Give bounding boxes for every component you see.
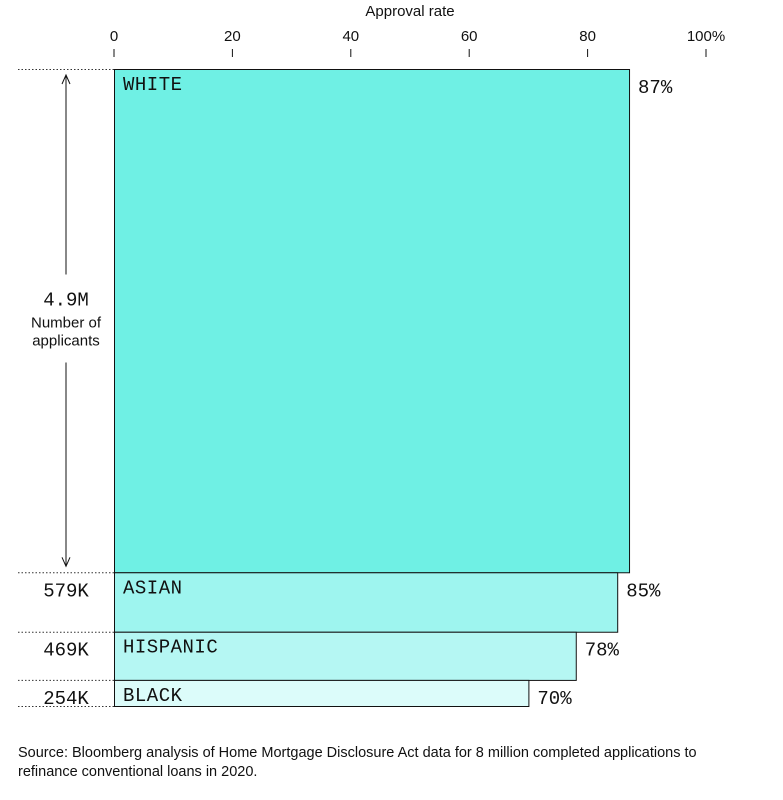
- applicant-count-label: 4.9M: [43, 290, 89, 312]
- value-label: 78%: [585, 640, 620, 662]
- bar-label: BLACK: [123, 685, 183, 707]
- bar-label: ASIAN: [123, 577, 183, 599]
- arrow-head-down: [61, 557, 71, 568]
- x-tick-label: 20: [224, 28, 241, 45]
- applicant-caption: applicants: [32, 333, 100, 350]
- bar-label: WHITE: [123, 74, 183, 96]
- x-axis-title: Approval rate: [365, 3, 454, 20]
- approval-rate-chart: Approval rate 0 20 40 60 80 100% WHITE 87% ASIA…: [18, 3, 725, 710]
- bar-white: [114, 69, 631, 574]
- applicant-count-label: 469K: [43, 640, 89, 662]
- x-tick-label: 0: [110, 28, 118, 45]
- x-axis-ticks: 0 20 40 60 80 100%: [110, 28, 725, 57]
- x-tick-label: 40: [342, 28, 359, 45]
- x-tick-label: 80: [579, 28, 596, 45]
- value-label: 87%: [638, 77, 673, 99]
- x-tick-label: 60: [461, 28, 478, 45]
- bar-asian: [114, 572, 619, 633]
- applicant-caption: Number of: [31, 315, 102, 332]
- arrow-head-up: [61, 73, 71, 85]
- bar-black: [114, 679, 530, 708]
- source-note: Source: Bloomberg analysis of Home Mortg…: [18, 745, 697, 780]
- x-tick-label: 100%: [687, 28, 725, 45]
- applicant-count-label: 579K: [43, 580, 89, 602]
- applicant-count-label: 254K: [43, 688, 89, 710]
- value-label: 85%: [626, 580, 661, 602]
- value-label: 70%: [537, 688, 572, 710]
- bars: WHITE 87% ASIAN 85% 579K HISPANIC 78% 469K BLACK…: [18, 69, 673, 710]
- bar-label: HISPANIC: [123, 637, 218, 659]
